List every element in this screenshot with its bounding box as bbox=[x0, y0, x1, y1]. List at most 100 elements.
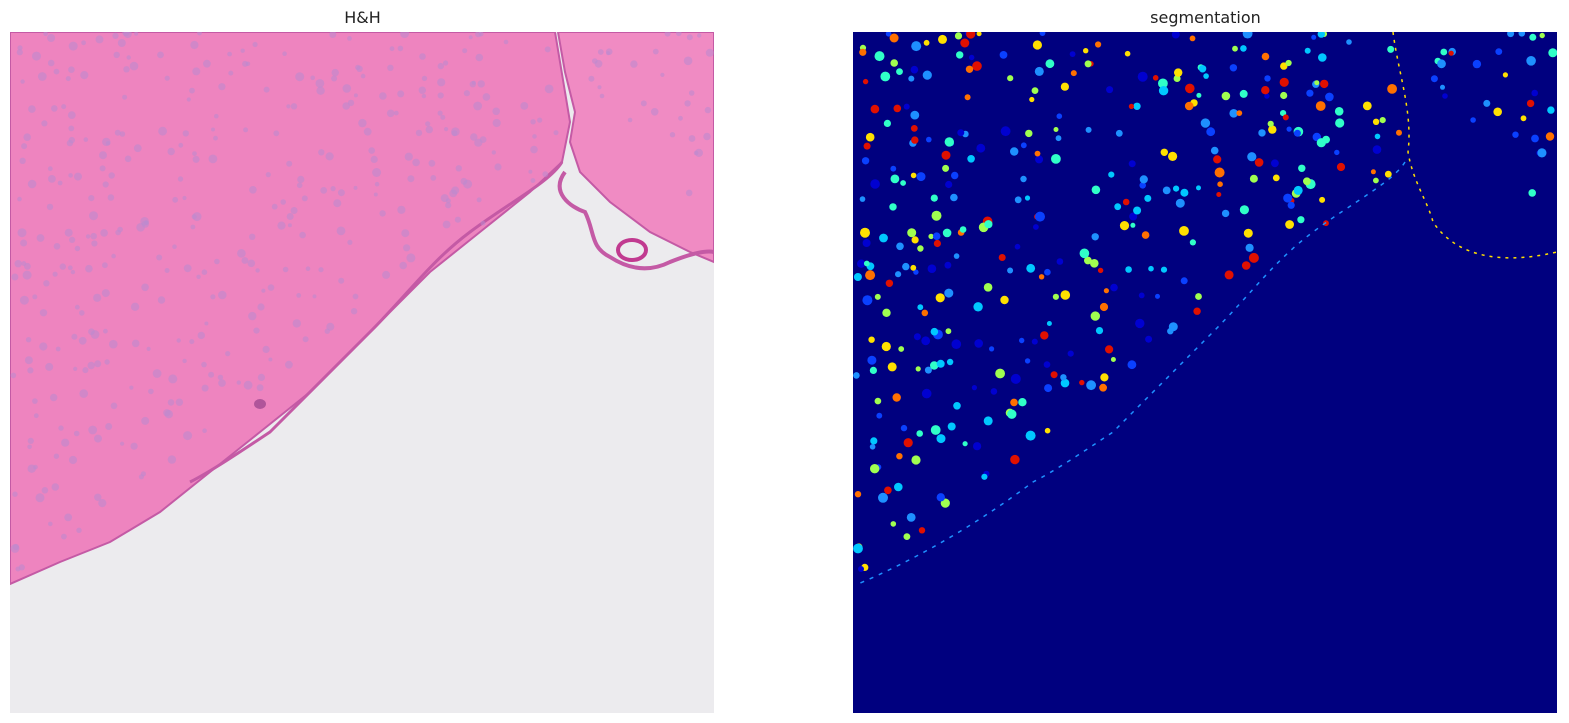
nucleus bbox=[480, 220, 486, 226]
segment-blob bbox=[862, 78, 869, 85]
nucleus bbox=[228, 70, 234, 76]
nucleus bbox=[444, 127, 449, 132]
nucleus bbox=[214, 113, 219, 119]
segment-blob bbox=[896, 453, 903, 460]
segment-blob bbox=[1254, 158, 1264, 167]
segment-blob bbox=[936, 434, 946, 444]
segment-blob bbox=[1440, 84, 1445, 90]
nucleus bbox=[267, 284, 275, 291]
segment-blob bbox=[853, 543, 863, 554]
segment-blob bbox=[956, 51, 964, 59]
nucleus bbox=[544, 46, 551, 53]
nucleus bbox=[134, 32, 139, 36]
nucleus bbox=[320, 187, 328, 194]
segment-blob bbox=[863, 142, 871, 150]
segment-blob bbox=[1024, 358, 1031, 364]
nucleus bbox=[156, 254, 163, 261]
segment-blob bbox=[906, 513, 916, 522]
nucleus bbox=[53, 68, 60, 75]
nucleus bbox=[32, 51, 41, 61]
nucleus bbox=[421, 93, 427, 99]
nucleus bbox=[192, 155, 200, 163]
nucleus bbox=[368, 147, 376, 154]
segment-blob bbox=[966, 32, 976, 39]
nucleus bbox=[437, 78, 446, 87]
segment-blob bbox=[1240, 45, 1247, 52]
segment-blob bbox=[1224, 270, 1234, 280]
segment-blob bbox=[1258, 129, 1266, 137]
segment-blob bbox=[1379, 117, 1386, 124]
nucleus bbox=[606, 51, 611, 56]
nucleus bbox=[532, 134, 537, 139]
segment-blob bbox=[941, 150, 951, 160]
nucleus bbox=[53, 453, 60, 459]
segment-blob bbox=[1130, 222, 1136, 228]
nucleus bbox=[350, 308, 358, 315]
nucleus bbox=[286, 160, 293, 167]
segment-blob bbox=[1335, 118, 1345, 128]
segment-blob bbox=[1387, 45, 1395, 53]
nucleus bbox=[74, 304, 80, 310]
segment-blob bbox=[1247, 152, 1257, 162]
nucleus bbox=[265, 172, 271, 178]
segment-blob bbox=[887, 362, 897, 372]
segment-blob bbox=[1019, 337, 1025, 344]
segment-blob bbox=[1124, 50, 1131, 57]
segment-blob bbox=[1396, 129, 1402, 136]
nucleus bbox=[210, 294, 216, 300]
segment-blob bbox=[1493, 107, 1502, 117]
segment-blob bbox=[1279, 77, 1289, 87]
nucleus bbox=[68, 173, 73, 178]
nucleus bbox=[686, 34, 693, 41]
segment-blob bbox=[859, 48, 867, 56]
he-image bbox=[10, 32, 714, 713]
nucleus bbox=[196, 274, 201, 279]
nucleus bbox=[213, 135, 218, 141]
nucleus bbox=[141, 416, 150, 425]
nucleus bbox=[685, 189, 693, 197]
segment-blob bbox=[1437, 59, 1446, 69]
segment-blob bbox=[973, 302, 983, 312]
segment-blob bbox=[946, 358, 954, 366]
segment-blob bbox=[1010, 398, 1018, 407]
nucleus bbox=[182, 130, 189, 137]
nucleus bbox=[148, 388, 154, 395]
nucleus bbox=[168, 374, 178, 384]
nucleus bbox=[301, 195, 308, 202]
segment-blob bbox=[942, 228, 952, 238]
nucleus bbox=[17, 228, 27, 238]
segment-blob bbox=[1070, 70, 1077, 77]
nucleus bbox=[141, 220, 149, 228]
segment-blob bbox=[1334, 149, 1340, 156]
nucleus bbox=[530, 145, 538, 154]
segment-blob bbox=[1000, 295, 1009, 305]
segment-blob bbox=[903, 533, 911, 540]
nucleus bbox=[61, 533, 67, 540]
nucleus bbox=[252, 41, 258, 48]
segment-blob bbox=[921, 309, 929, 317]
segment-blob bbox=[1155, 293, 1160, 299]
segment-blob bbox=[1128, 103, 1134, 109]
nucleus bbox=[157, 51, 164, 59]
segment-blob bbox=[1114, 203, 1122, 211]
segment-blob bbox=[1144, 194, 1152, 202]
nucleus bbox=[248, 311, 257, 321]
segment-blob bbox=[932, 232, 941, 240]
nucleus bbox=[379, 92, 387, 100]
nucleus bbox=[83, 137, 89, 142]
segment-blob bbox=[898, 346, 905, 352]
nucleus bbox=[688, 90, 695, 96]
nucleus bbox=[440, 114, 446, 120]
nucleus bbox=[129, 61, 139, 71]
segment-blob bbox=[1085, 126, 1092, 133]
segment-blob bbox=[865, 270, 876, 281]
segment-blob bbox=[1141, 231, 1150, 239]
segment-blob bbox=[1362, 101, 1372, 111]
segment-blob bbox=[1079, 248, 1090, 259]
nucleus bbox=[68, 125, 75, 132]
segment-blob bbox=[862, 239, 871, 247]
segment-blob bbox=[1261, 86, 1270, 95]
nucleus bbox=[358, 118, 367, 128]
nucleus bbox=[442, 220, 451, 229]
nucleus bbox=[27, 367, 34, 374]
